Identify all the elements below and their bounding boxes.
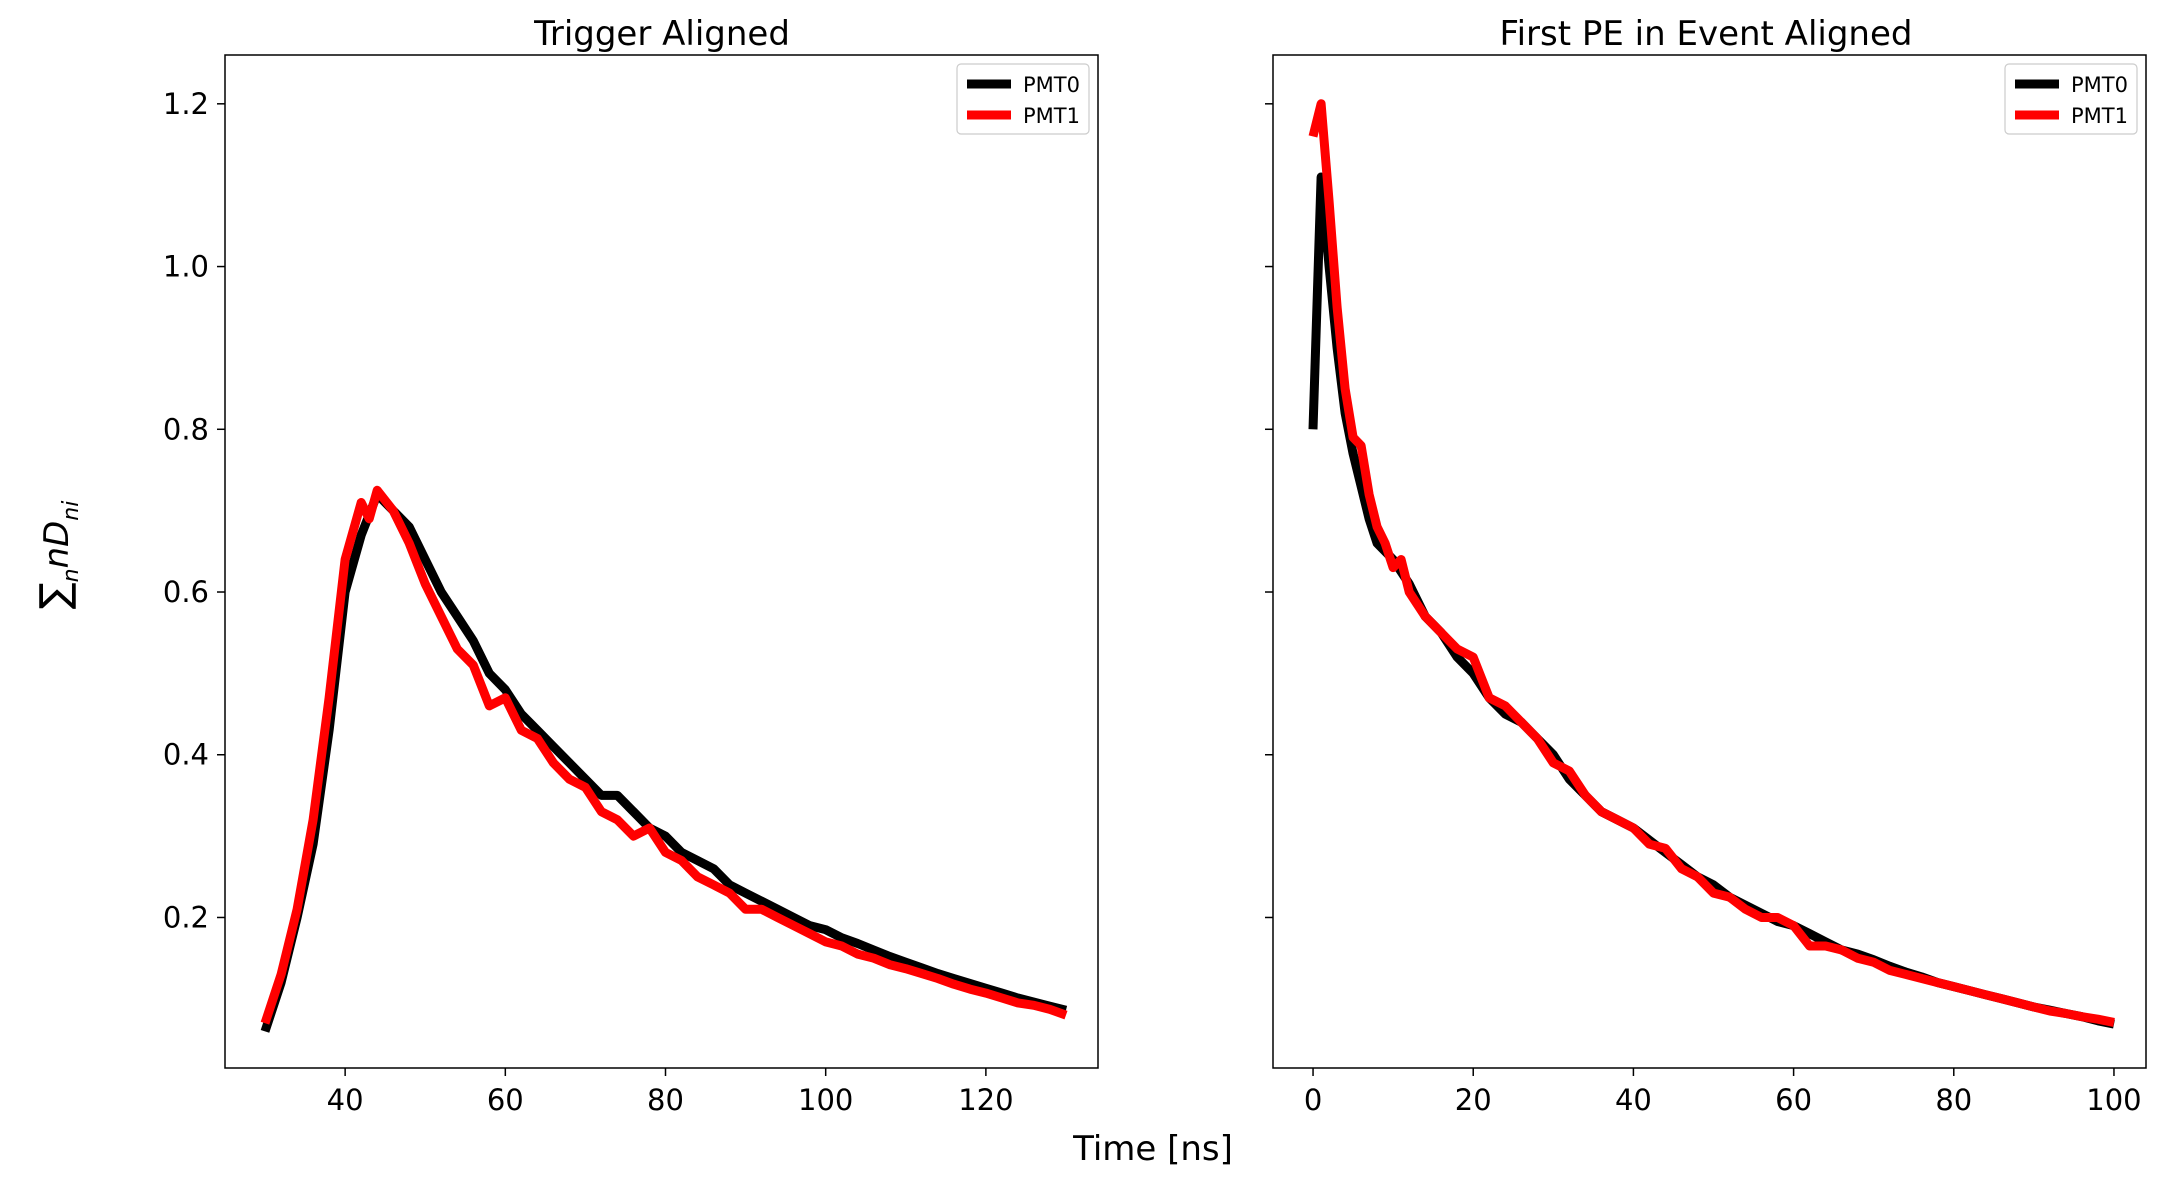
y-tick-label: 0.8 <box>163 412 209 446</box>
y-label-body-sub: ni <box>59 501 84 521</box>
x-tick-label: 100 <box>2086 1083 2141 1117</box>
panel-title: First PE in Event Aligned <box>1500 14 1913 54</box>
x-tick-label: 100 <box>798 1083 853 1117</box>
legend-label: PMT1 <box>2071 104 2128 128</box>
legend-label: PMT0 <box>1023 73 1080 97</box>
panel-trigger-aligned: Trigger Aligned 40 60 80 100 120 0.2 0.4 0.6 0.… <box>163 14 1099 1117</box>
series-line-pmt0 <box>260 489 1068 1033</box>
x-tick-label: 60 <box>487 1083 524 1117</box>
y-tick-label: 0.4 <box>163 738 209 772</box>
y-axis-label: ∑nnDni <box>32 501 84 610</box>
y-tick-label: 1.0 <box>163 250 209 284</box>
panel-title: Trigger Aligned <box>533 14 790 54</box>
svg-text:∑nnDni: ∑nnDni <box>32 501 84 610</box>
x-tick-label: 120 <box>958 1083 1013 1117</box>
y-label-sum-sub: n <box>59 568 84 582</box>
x-tick-label: 80 <box>647 1083 684 1117</box>
x-axis-label: Time [ns] <box>1072 1129 1233 1169</box>
series-line-pmt1 <box>260 485 1068 1025</box>
y-label-body: nD <box>37 521 77 569</box>
series-line-pmt1 <box>1308 99 2115 1027</box>
legend: PMT0 PMT1 <box>2004 63 2138 135</box>
panel-first-pe-aligned: First PE in Event Aligned 0 20 40 60 80 100 P… <box>1265 14 2147 1117</box>
legend: PMT0 PMT1 <box>956 63 1090 135</box>
legend-label: PMT0 <box>2071 73 2128 97</box>
plot-frame <box>1272 54 2147 1069</box>
plot-frame <box>224 54 1099 1069</box>
x-tick-label: 40 <box>1615 1083 1652 1117</box>
x-tick-label: 20 <box>1455 1083 1492 1117</box>
y-tick-label: 1.2 <box>163 87 209 121</box>
y-tick-label: 0.2 <box>163 900 209 934</box>
x-tick-label: 40 <box>327 1083 364 1117</box>
y-label-sum: ∑ <box>32 582 78 609</box>
x-tick-label: 0 <box>1304 1083 1322 1117</box>
x-tick-label: 80 <box>1935 1083 1972 1117</box>
legend-label: PMT1 <box>1023 104 1080 128</box>
y-tick-label: 0.6 <box>163 575 209 609</box>
x-tick-label: 60 <box>1775 1083 1812 1117</box>
